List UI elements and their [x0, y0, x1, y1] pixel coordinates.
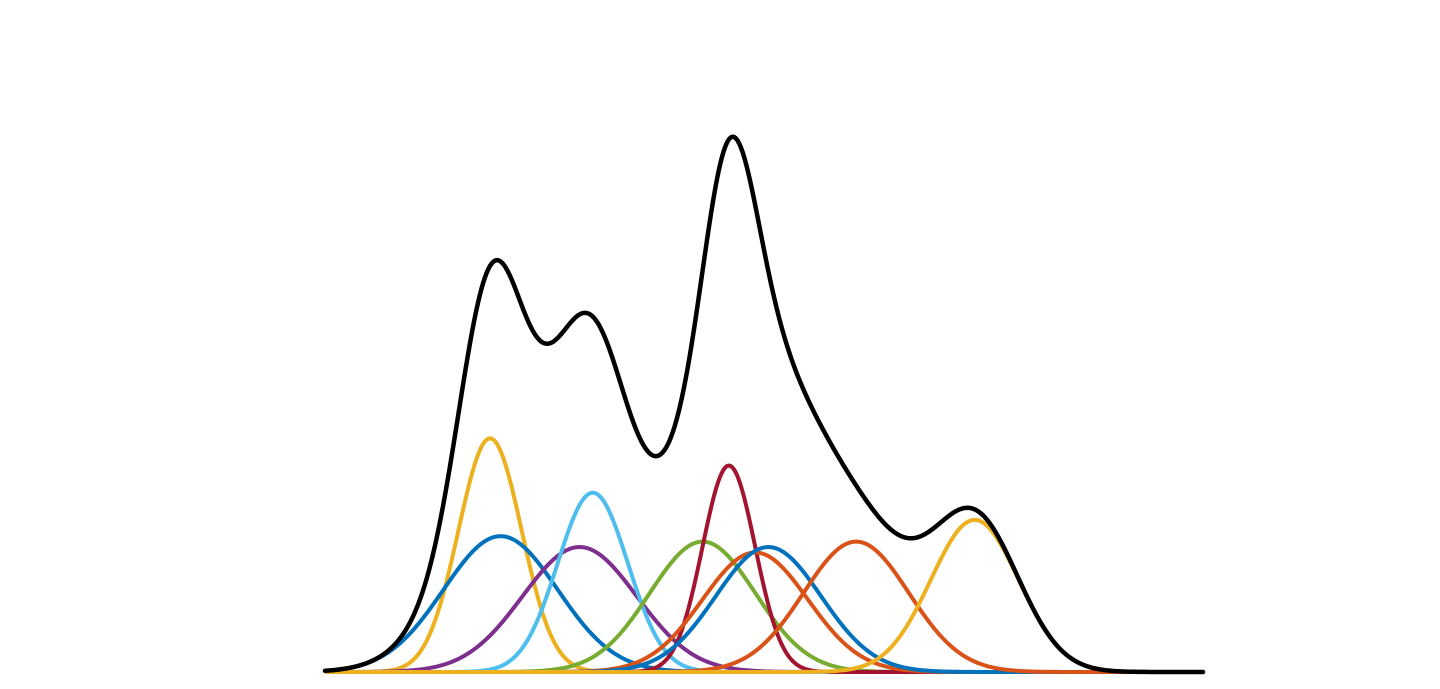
component-curves	[324, 436, 1204, 674]
comp-5-curve	[324, 539, 1204, 674]
comp-8-curve	[324, 545, 1204, 674]
sum-curve	[322, 134, 1206, 675]
comp-3-curve	[324, 545, 1204, 674]
